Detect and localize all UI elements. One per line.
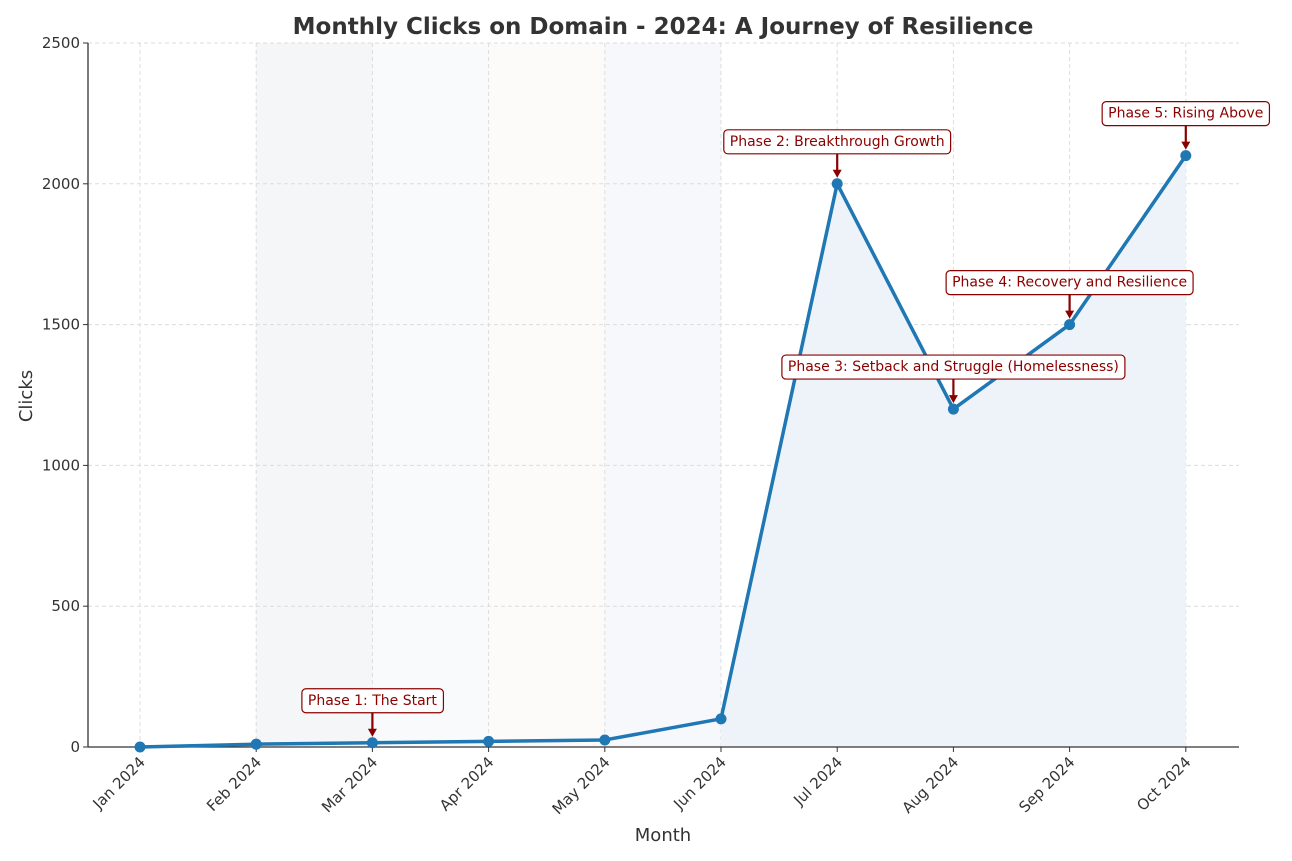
x-ticks: Jan 2024 Feb 2024 Mar 2024 Apr 2024 May 2024… [89, 747, 1195, 818]
x-tick-label: Aug 2024 [898, 753, 962, 817]
annotation-box [301, 688, 445, 714]
annotation-box [781, 354, 1126, 380]
annotation-label: Phase 2: Breakthrough Growth [730, 134, 945, 150]
x-axis-label: Month [635, 825, 691, 846]
annotation-label: Phase 3: Setback and Struggle (Homelessn… [788, 359, 1119, 375]
data-point [947, 403, 959, 415]
annotations: Phase 1: The Start Phase 2: Breakthrough … [301, 101, 1271, 737]
x-tick-label: Jun 2024 [669, 753, 729, 813]
data-point [599, 734, 611, 746]
annotation-box [723, 129, 952, 155]
annotation-label: Phase 1: The Start [308, 693, 438, 709]
x-tick-label: Jan 2024 [89, 753, 149, 813]
chart-title: Monthly Clicks on Domain - 2024: A Journ… [293, 14, 1034, 40]
annotation-label: Phase 5: Rising Above [1108, 106, 1263, 122]
phase-shading [256, 43, 721, 747]
y-tick-label: 1500 [42, 316, 80, 334]
x-tick-label: Feb 2024 [203, 753, 265, 815]
annotation-label: Phase 4: Recovery and Resilience [952, 275, 1187, 291]
data-point [366, 737, 378, 749]
annotation-box [945, 270, 1194, 296]
annotation-box [1101, 101, 1271, 127]
x-tick-label: Mar 2024 [318, 753, 381, 816]
x-tick-label: Apr 2024 [436, 753, 497, 814]
y-tick-label: 500 [51, 597, 80, 615]
x-tick-label: May 2024 [549, 753, 614, 818]
annotation-arrowhead [1181, 141, 1191, 150]
y-tick-label: 1000 [42, 456, 80, 474]
data-point [483, 735, 495, 747]
phase-band-3 [488, 43, 605, 747]
y-tick-label: 2000 [42, 175, 80, 193]
x-tick-label: Sep 2024 [1015, 753, 1078, 816]
x-tick-label: Jul 2024 [789, 753, 846, 810]
data-point [1064, 319, 1076, 331]
data-point [1180, 150, 1192, 162]
annotation-arrowhead [367, 728, 377, 737]
data-point [250, 738, 262, 750]
annotation-1: Phase 1: The Start [301, 688, 445, 737]
y-axis-label: Clicks [16, 370, 37, 422]
phase-band-4 [604, 43, 721, 747]
annotation-3: Phase 3: Setback and Struggle (Homelessn… [781, 354, 1126, 404]
data-point [715, 713, 727, 725]
phase-band-2 [372, 43, 489, 747]
annotation-arrowhead [1065, 310, 1075, 319]
area-under-line [721, 155, 1186, 747]
y-tick-label: 2500 [42, 34, 80, 52]
annotation-2: Phase 2: Breakthrough Growth [723, 129, 952, 178]
area-fill [721, 155, 1186, 747]
annotation-arrowhead [948, 395, 958, 404]
data-point [831, 178, 843, 190]
annotation-4: Phase 4: Recovery and Resilience [945, 270, 1194, 319]
y-ticks: 0 500 1000 1500 2000 2500 [42, 34, 88, 756]
data-point [134, 741, 146, 753]
phase-band-1 [256, 43, 373, 747]
y-tick-label: 0 [70, 738, 80, 756]
annotation-5: Phase 5: Rising Above [1101, 101, 1271, 150]
annotation-arrowhead [832, 169, 842, 178]
x-tick-label: Oct 2024 [1133, 753, 1194, 814]
